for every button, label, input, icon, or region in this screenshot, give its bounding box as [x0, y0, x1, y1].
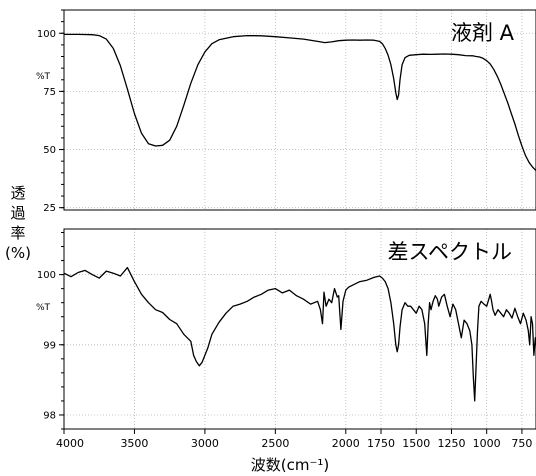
panel-0-spectrum-line-0: [64, 33, 536, 171]
x-tick-label-8: 1000: [473, 437, 501, 450]
y-axis-title-line-1: 透: [10, 184, 25, 202]
x-tick-label-4: 2000: [332, 437, 360, 450]
y-axis-title: 透 過 率 (%): [5, 184, 31, 262]
x-tick-label-6: 1500: [402, 437, 430, 450]
y-axis-title-line-3: 率: [10, 224, 25, 242]
top-unit-label: %T: [36, 72, 51, 82]
panel-1-y-tick-label-2: 98: [43, 410, 56, 421]
bottom-panel-title: 差スペクトル: [387, 240, 512, 264]
panel-0-y-tick-label-0: 100: [37, 29, 56, 40]
grid-layer: [63, 10, 536, 429]
panel-0-y-tick-label-2: 50: [43, 145, 56, 156]
x-tick-label-3: 2500: [261, 437, 289, 450]
x-tick-label-0: 4000: [56, 437, 84, 450]
bottom-plot-frame: [63, 228, 536, 430]
top-plot-frame: [63, 9, 536, 211]
panel-0-y-tick-label-1: 75: [43, 87, 56, 98]
panel-1-y-tick-label-1: 99: [43, 340, 56, 351]
marks-layer: 100 75 50 25 100 99 98 4000 3500 3000 2500 2000 1750…: [37, 9, 536, 450]
top-panel-title: 液剤 A: [451, 21, 515, 45]
x-tick-label-9: 750: [511, 437, 532, 450]
x-tick-label-5: 1750: [367, 437, 395, 450]
x-tick-label-1: 3500: [120, 437, 148, 450]
panel-0-y-tick-label-3: 25: [43, 203, 56, 214]
x-axis-title: 波数(cm⁻¹): [251, 456, 330, 474]
x-tick-label-7: 1250: [437, 437, 465, 450]
y-axis-title-line-2: 過: [10, 204, 25, 222]
panel-1-y-tick-label-0: 100: [37, 270, 56, 281]
bottom-unit-label: %T: [36, 303, 51, 313]
x-tick-label-2: 3000: [191, 437, 219, 450]
y-axis-title-line-4: (%): [5, 244, 31, 262]
panel-1-spectrum-line-0: [63, 266, 536, 402]
